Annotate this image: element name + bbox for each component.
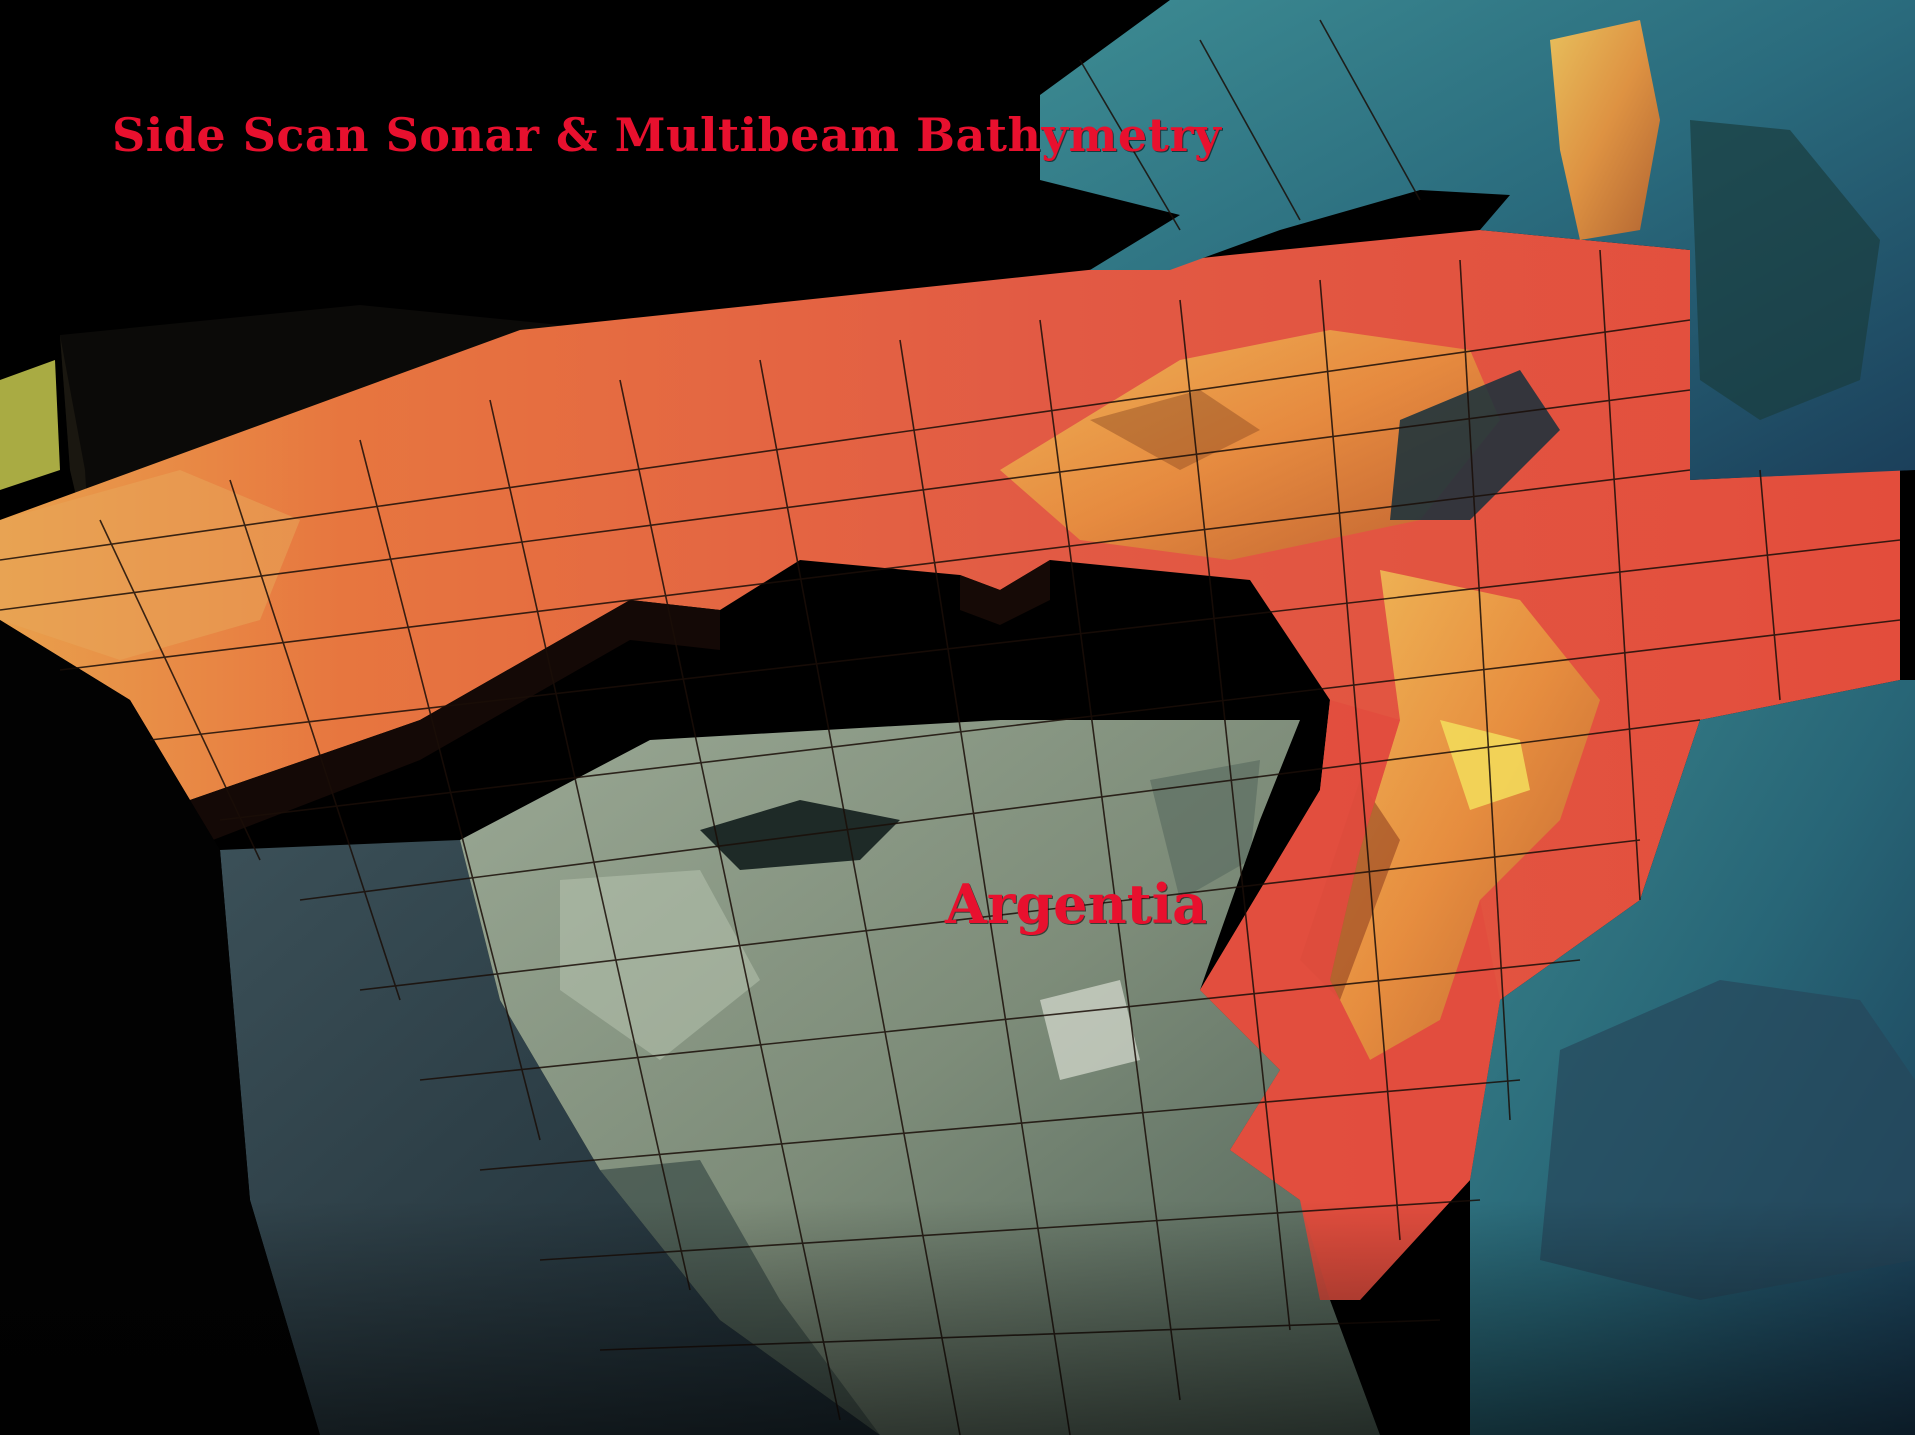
coastal-shelf <box>1200 700 1500 1300</box>
map-title: Side Scan Sonar & Multibeam Bathymetry <box>112 108 1222 162</box>
place-label-argentia: Argentia <box>945 872 1208 936</box>
north-shore <box>1040 0 1915 480</box>
